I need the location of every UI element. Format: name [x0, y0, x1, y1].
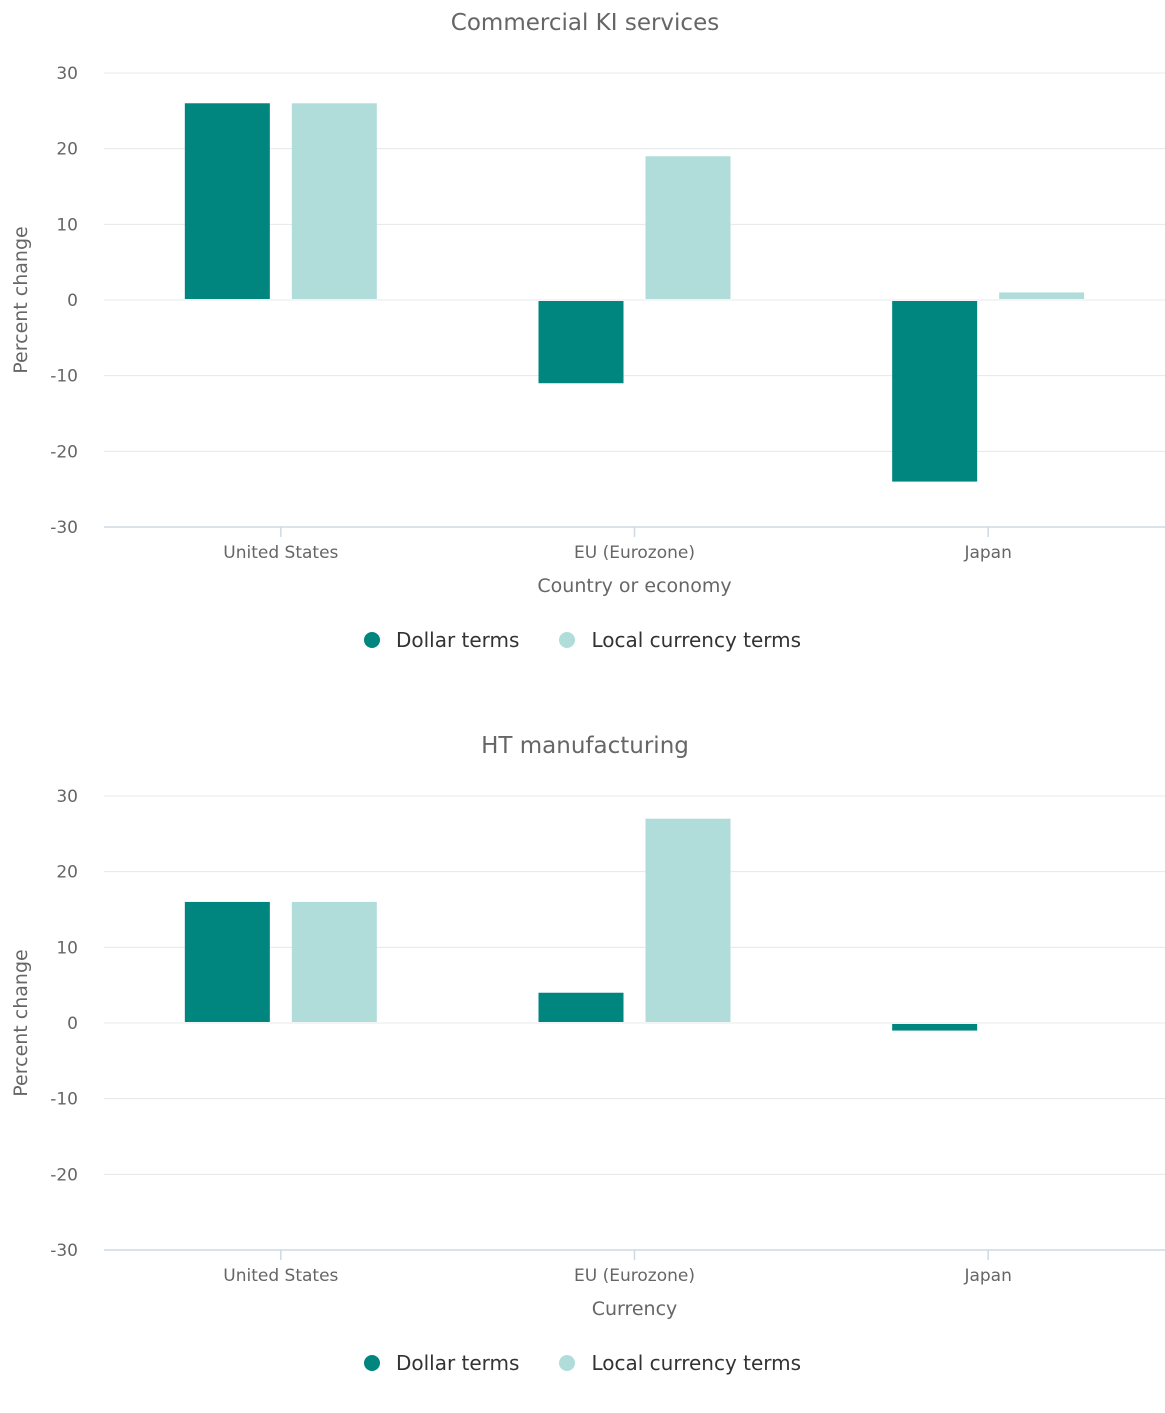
chart-panel-commercial-ki-services: Commercial KI services 30 20 10 0 -10 -20 -30 Pe… [0, 0, 1165, 690]
bar-local-currency-terms-japan[interactable] [999, 292, 1085, 299]
chart-title: Commercial KI services [451, 10, 719, 36]
bar-local-currency-terms-united-states[interactable] [291, 103, 377, 300]
bar-chart-ht-manufacturing: HT manufacturing 30 20 10 0 -10 -20 -30 Percent … [10, 733, 1165, 1320]
x-tick-label-eu-eurozone: EU (Eurozone) [574, 543, 695, 563]
bar-chart-commercial-ki-services: Commercial KI services 30 20 10 0 -10 -20 -30 Pe… [10, 10, 1165, 597]
y-tick-label: 30 [56, 64, 78, 84]
x-axis-label: Currency [592, 1298, 678, 1320]
bar-dollar-terms-united-states[interactable] [184, 901, 270, 1022]
legend-label-dollar-terms: Dollar terms [395, 1351, 520, 1375]
y-tick-label: 20 [56, 140, 78, 160]
y-tick-label: -10 [50, 1090, 78, 1110]
chart-panel-ht-manufacturing: HT manufacturing 30 20 10 0 -10 -20 -30 Percent … [0, 723, 1165, 1413]
x-tick-label-united-states: United States [223, 1266, 338, 1286]
y-tick-label: 0 [67, 1014, 78, 1034]
bar-dollar-terms-eu-eurozone[interactable] [538, 301, 624, 384]
x-tick-label-japan: Japan [963, 543, 1011, 563]
legend-swatch-local [559, 632, 576, 648]
legend-label-local-currency-terms: Local currency terms [591, 628, 802, 652]
y-tick-label: 30 [56, 787, 78, 807]
y-tick-label: -20 [50, 442, 78, 462]
y-tick-label: -30 [50, 518, 78, 538]
x-axis-label: Country or economy [537, 575, 731, 597]
legend-item-local-currency-terms[interactable]: Local currency terms [559, 1351, 801, 1375]
y-tick-label: -10 [50, 367, 78, 387]
x-tick-label-united-states: United States [223, 543, 338, 563]
y-axis-label: Percent change [10, 949, 32, 1096]
x-tick-label-eu-eurozone: EU (Eurozone) [574, 1266, 695, 1286]
legend-item-dollar-terms[interactable]: Dollar terms [363, 1351, 520, 1375]
bar-dollar-terms-eu-eurozone[interactable] [538, 992, 624, 1022]
legend-swatch-dollar [363, 632, 380, 648]
legend-label-local-currency-terms: Local currency terms [591, 1351, 802, 1375]
bar-local-currency-terms-eu-eurozone[interactable] [645, 156, 731, 299]
bar-dollar-terms-japan[interactable] [892, 1024, 978, 1031]
bar-local-currency-terms-eu-eurozone[interactable] [645, 818, 731, 1022]
legend-label-dollar-terms: Dollar terms [395, 628, 520, 652]
chart-legend: Dollar terms Local currency terms [0, 628, 1165, 652]
legend-item-local-currency-terms[interactable]: Local currency terms [559, 628, 801, 652]
x-tick-label-japan: Japan [963, 1266, 1011, 1286]
y-tick-label: -30 [50, 1241, 78, 1261]
chart-legend: Dollar terms Local currency terms [0, 1351, 1165, 1375]
y-tick-label: 10 [56, 938, 78, 958]
legend-swatch-dollar [363, 1355, 380, 1371]
legend-swatch-local [559, 1355, 576, 1371]
y-tick-label: 0 [67, 291, 78, 311]
y-tick-label: 20 [56, 863, 78, 883]
y-axis-label: Percent change [10, 226, 32, 373]
bar-dollar-terms-united-states[interactable] [184, 103, 270, 300]
y-tick-label: -20 [50, 1165, 78, 1185]
bar-dollar-terms-japan[interactable] [892, 301, 978, 482]
y-tick-label: 10 [56, 215, 78, 235]
chart-title: HT manufacturing [481, 733, 689, 759]
legend-item-dollar-terms[interactable]: Dollar terms [363, 628, 520, 652]
bar-local-currency-terms-united-states[interactable] [291, 901, 377, 1022]
